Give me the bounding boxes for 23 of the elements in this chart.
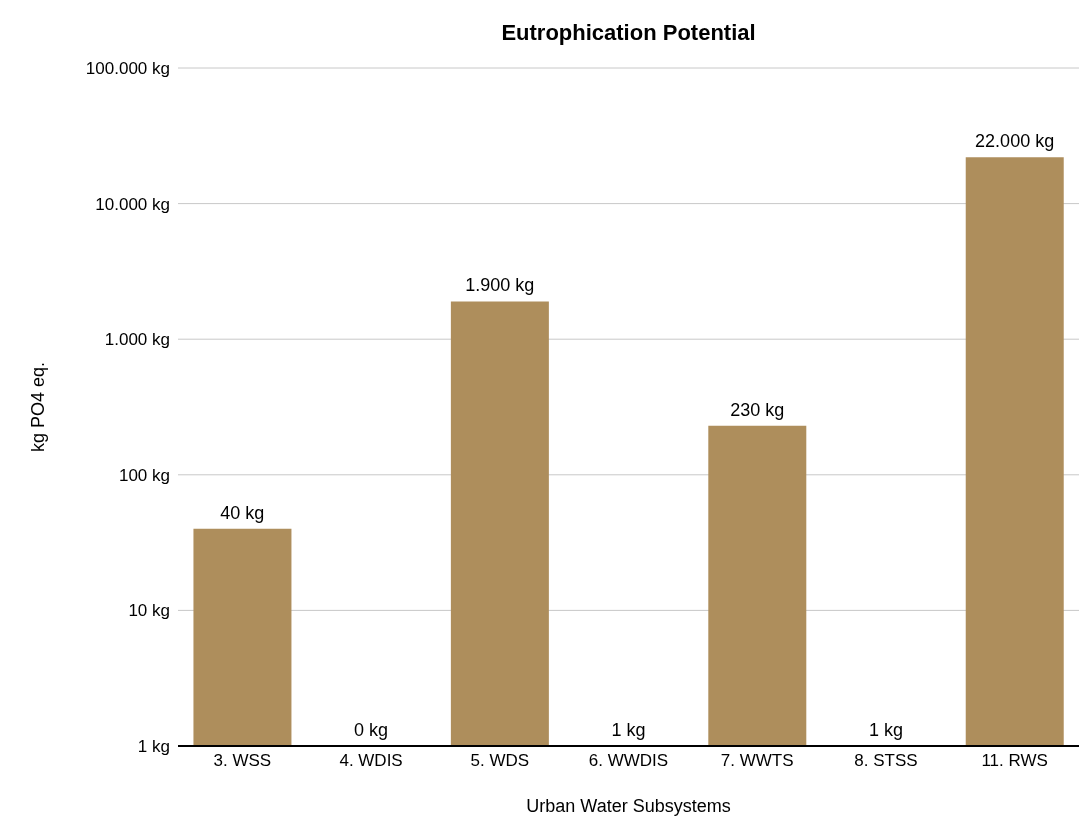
- x-axis-title: Urban Water Subsystems: [526, 796, 731, 816]
- x-tick-label: 7. WWTS: [720, 751, 794, 771]
- data-label: 1 kg: [611, 720, 646, 740]
- y-tick-label: 10 kg: [128, 601, 170, 621]
- data-label: 1.900 kg: [465, 275, 535, 296]
- data-label: 22.000 kg: [975, 131, 1055, 152]
- x-tick-label: 8. STSS: [854, 751, 918, 771]
- data-label: 230 kg: [730, 399, 785, 420]
- x-tick-label: 6. WWDIS: [588, 751, 669, 771]
- y-tick-label: 10.000 kg: [95, 194, 170, 214]
- y-tick-label: 100.000 kg: [85, 59, 170, 79]
- y-axis-title: kg PO4 eq.: [28, 361, 49, 453]
- data-label: 40 kg: [220, 502, 265, 523]
- data-label: 1 kg: [868, 720, 903, 740]
- y-tick-label: 1 kg: [137, 737, 170, 757]
- y-tick-label: 1.000 kg: [104, 330, 170, 350]
- x-tick-label: 11. RWS: [981, 751, 1048, 771]
- x-tick-label: 3. WSS: [213, 751, 272, 771]
- chart-title: Eutrophication Potential: [500, 20, 757, 46]
- x-tick-label: 4. WDIS: [339, 751, 403, 771]
- text: 0 kg: [354, 720, 389, 740]
- x-tick-label: 5. WDS: [470, 751, 530, 771]
- y-tick-label: 100 kg: [118, 465, 170, 485]
